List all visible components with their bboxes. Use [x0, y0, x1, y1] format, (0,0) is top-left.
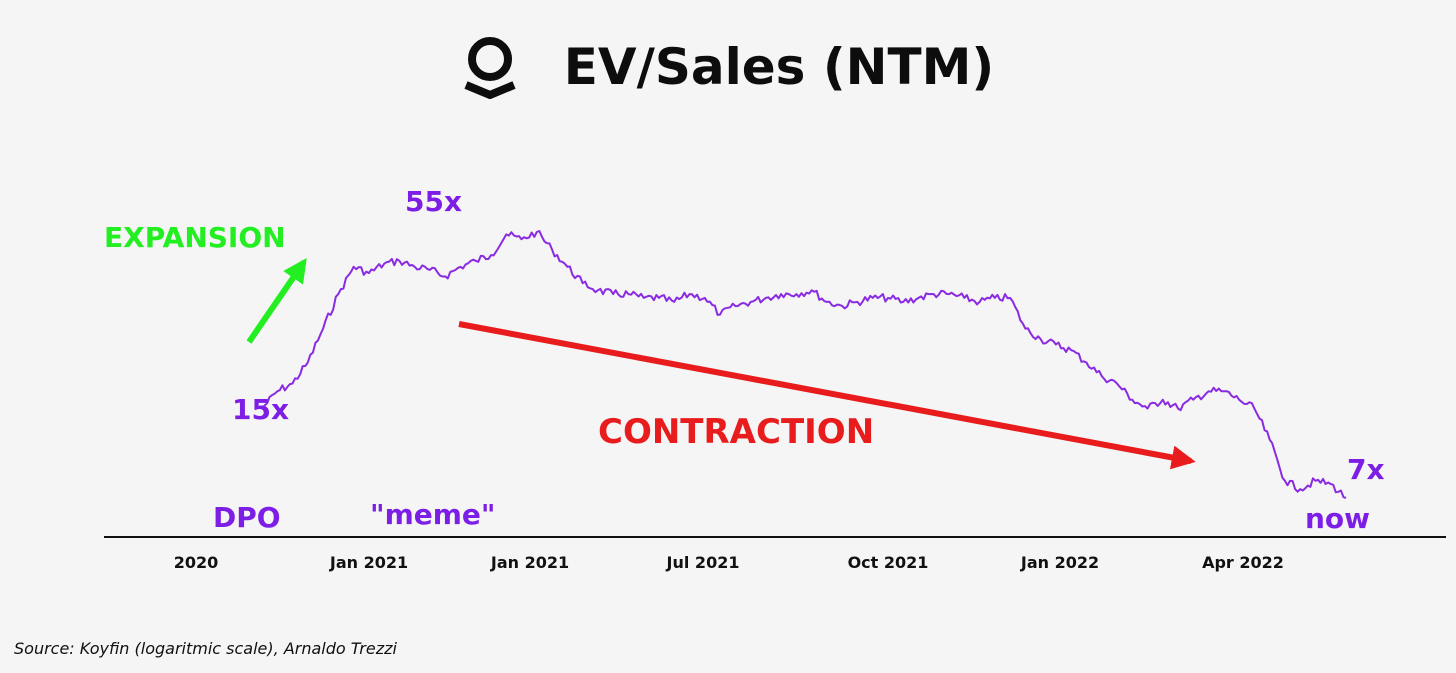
chart-header: EV/Sales (NTM): [0, 22, 1456, 112]
expansion-arrow: [246, 258, 307, 344]
end-label: 7x: [1347, 453, 1385, 486]
contraction-label: CONTRACTION: [598, 412, 874, 452]
peak-label: 55x: [405, 185, 462, 218]
start-label: 15x: [232, 393, 289, 426]
meme-label: "meme": [370, 498, 496, 531]
palantir-logo-icon: [464, 37, 516, 99]
x-tick-label: Apr 2022: [1202, 553, 1284, 572]
now-label: now: [1305, 502, 1370, 535]
x-tick-label: Jul 2021: [666, 553, 740, 572]
x-tick-label: Oct 2021: [848, 553, 929, 572]
x-tick-label: Jan 2022: [1020, 553, 1099, 572]
chart-title: EV/Sales (NTM): [563, 38, 995, 96]
x-tick-labels: 2020 Jan 2021 Jan 2021 Jul 2021 Oct 2021 Jan …: [174, 553, 1284, 572]
contraction-arrow: [458, 321, 1196, 470]
series-line: [261, 230, 1347, 499]
dpo-label: DPO: [213, 501, 281, 534]
x-tick-label: 2020: [174, 553, 219, 572]
x-tick-label: Jan 2021: [490, 553, 569, 572]
x-tick-label: Jan 2021: [329, 553, 408, 572]
source-note: Source: Koyfin (logaritmic scale), Arnal…: [14, 639, 397, 658]
expansion-label: EXPANSION: [104, 221, 286, 254]
